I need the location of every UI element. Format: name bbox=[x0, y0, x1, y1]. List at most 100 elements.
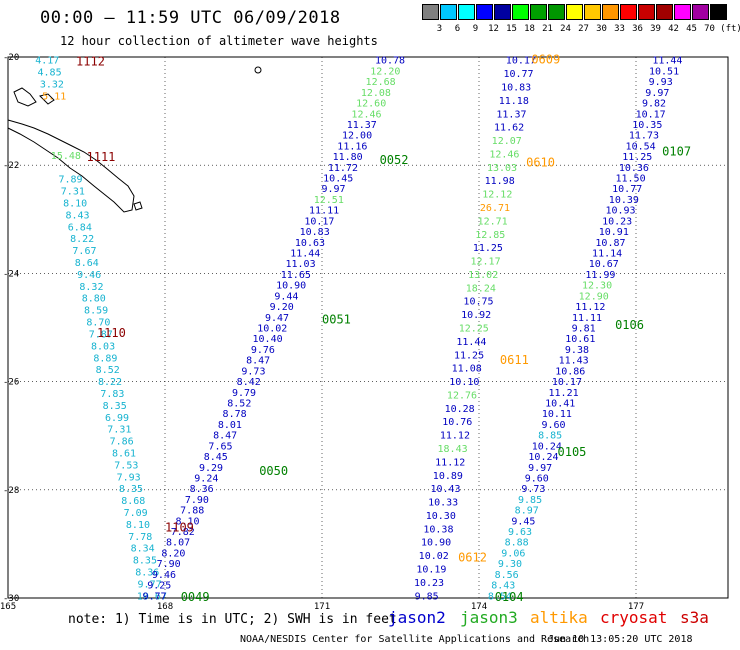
wave-height-value: 12.71 bbox=[478, 216, 508, 227]
blue-track-0609-0612: 10.17 10.77 10.83 11.18 11.37 11.62 12.07 12.46… bbox=[414, 56, 536, 603]
wave-height-value: 7.90 bbox=[185, 495, 209, 506]
wave-height-value: 10.36 bbox=[619, 163, 649, 174]
color-scale-swatch bbox=[620, 4, 637, 20]
wave-height-value: 11.12 bbox=[575, 302, 605, 313]
color-scale-label: 39 bbox=[650, 24, 661, 34]
wave-height-value: 7.65 bbox=[208, 441, 232, 452]
wave-height-value: 10.54 bbox=[626, 141, 656, 152]
color-scale-label: 70 bbox=[704, 24, 715, 34]
wave-height-value: 10.02 bbox=[419, 551, 449, 562]
wave-height-map: 165 168 171 174 177 -20 -22 -24 -26 -28 -30 4.174.… bbox=[0, 53, 729, 610]
color-scale-swatch bbox=[530, 4, 547, 20]
wave-height-value: 8.89 bbox=[93, 353, 117, 364]
color-scale-swatch bbox=[638, 4, 655, 20]
note-text: note: 1) Time is in UTC; 2) SWH is in fe… bbox=[68, 612, 397, 627]
wave-height-value: 12.00 bbox=[342, 131, 372, 142]
wave-height-value: 12.76 bbox=[447, 390, 477, 401]
wave-height-value: 10.39 bbox=[609, 195, 639, 206]
wave-height-value: 8.47 bbox=[246, 356, 270, 367]
wave-height-value: 8.42 bbox=[237, 377, 261, 388]
wave-height-value: 10.17 bbox=[506, 56, 536, 67]
map-title: 00:00 – 11:59 UTC 06/09/2018 bbox=[40, 8, 341, 28]
color-scale-swatch bbox=[494, 4, 511, 20]
wave-height-value: 9.24 bbox=[194, 473, 218, 484]
pass-id-label: 0050 bbox=[259, 464, 288, 478]
wave-height-value: 8.07 bbox=[166, 538, 190, 549]
map-gridlines bbox=[7, 56, 728, 599]
footer-timestamp: Jun 10 13:05:20 UTC 2018 bbox=[548, 634, 693, 645]
wave-height-value: 12.90 bbox=[579, 291, 609, 302]
color-scale-unit: (ft) bbox=[720, 24, 740, 34]
wave-height-value: 8.61 bbox=[112, 448, 136, 459]
wave-height-value: 13.03 bbox=[487, 163, 517, 174]
wave-height-value: 9.77 bbox=[138, 579, 162, 590]
wave-height-value: 8.10 bbox=[63, 199, 87, 210]
pass-id-label: 0612 bbox=[458, 550, 487, 564]
wave-height-value: 12.46 bbox=[489, 149, 519, 160]
wave-height-value: 6.99 bbox=[105, 413, 129, 424]
wave-height-value: 10.02 bbox=[257, 324, 287, 335]
wave-height-value: 11.50 bbox=[616, 174, 646, 185]
color-scale-label: 30 bbox=[596, 24, 607, 34]
pass-id-label: 0052 bbox=[380, 153, 409, 167]
pass-labels: 1112 1111 1110 1109 0052 0051 0050 0049 0609 0610… bbox=[76, 53, 691, 604]
color-scale-swatch bbox=[674, 4, 691, 20]
wave-height-value: 10.91 bbox=[599, 227, 629, 238]
pass-id-label: 0107 bbox=[662, 145, 691, 159]
latitude-tick-label: -20 bbox=[3, 53, 19, 63]
wave-height-value: 8.22 bbox=[70, 234, 94, 245]
wave-height-value: 12.07 bbox=[492, 136, 522, 147]
color-scale-swatch bbox=[458, 4, 475, 20]
wave-height-value: 7.31 bbox=[107, 425, 131, 436]
wave-height-value: 11.03 bbox=[285, 259, 315, 270]
wave-height-value: 12.60 bbox=[356, 99, 386, 110]
color-scale-label: 6 bbox=[454, 24, 461, 34]
wave-height-value: 10.92 bbox=[461, 310, 491, 321]
color-scale-label: 15 bbox=[506, 24, 517, 34]
wave-height-value: 4.85 bbox=[38, 68, 62, 79]
pass-id-label: 1110 bbox=[97, 326, 126, 340]
wave-height-value: 9.63 bbox=[508, 527, 532, 538]
wave-height-value: 10.33 bbox=[428, 498, 458, 509]
wave-height-value: 10.45 bbox=[323, 174, 353, 185]
wave-height-value: 10.43 bbox=[430, 484, 460, 495]
map-subtitle: 12 hour collection of altimeter wave hei… bbox=[60, 34, 378, 48]
wave-height-value: 10.83 bbox=[501, 82, 531, 93]
longitude-tick-label: 168 bbox=[157, 602, 173, 610]
wave-height-value: 8.03 bbox=[91, 341, 115, 352]
wave-height-value: 10.40 bbox=[253, 334, 283, 345]
wave-height-value: 8.52 bbox=[227, 398, 251, 409]
color-scale-label: 9 bbox=[472, 24, 479, 34]
wave-height-value: 8.43 bbox=[65, 210, 89, 221]
color-scale-label: 27 bbox=[578, 24, 589, 34]
wave-height-value: 10.38 bbox=[423, 524, 453, 535]
wave-height-value: 9.47 bbox=[265, 313, 289, 324]
color-scale-swatch bbox=[548, 4, 565, 20]
wave-height-value: 7.83 bbox=[100, 389, 124, 400]
wave-height-value: 10.67 bbox=[589, 259, 619, 270]
wave-height-value: 12.68 bbox=[366, 77, 396, 88]
wave-height-value: 8.36 bbox=[190, 484, 214, 495]
color-scale-swatch bbox=[584, 4, 601, 20]
wave-height-value: 10.11 bbox=[542, 409, 572, 420]
satellite-tracks: 4.174.853.325.1115.487.897.318.108.436.8… bbox=[35, 56, 682, 603]
wave-height-value: 10.90 bbox=[421, 538, 451, 549]
wave-height-value: 8.01 bbox=[218, 420, 242, 431]
wave-height-value: 11.11 bbox=[572, 313, 602, 324]
wave-height-value: 10.23 bbox=[602, 216, 632, 227]
wave-height-value: 8.22 bbox=[98, 377, 122, 388]
wave-height-value: 10.67 bbox=[137, 591, 167, 602]
wave-height-value: 10.87 bbox=[595, 238, 625, 249]
color-scale-swatch bbox=[602, 4, 619, 20]
wave-height-value: 9.38 bbox=[565, 345, 589, 356]
wave-height-value: 10.86 bbox=[555, 366, 585, 377]
wave-height-value: 8.54 bbox=[488, 591, 512, 602]
wave-height-value: 11.11 bbox=[309, 206, 339, 217]
longitude-tick-label: 174 bbox=[471, 602, 487, 610]
wave-height-value: 9.06 bbox=[501, 548, 525, 559]
wave-height-value: 10.30 bbox=[426, 511, 456, 522]
wave-height-value: 9.60 bbox=[525, 473, 549, 484]
wave-height-value: 11.16 bbox=[337, 141, 367, 152]
wave-height-value: 7.31 bbox=[61, 187, 85, 198]
wave-height-value: 9.97 bbox=[645, 88, 669, 99]
